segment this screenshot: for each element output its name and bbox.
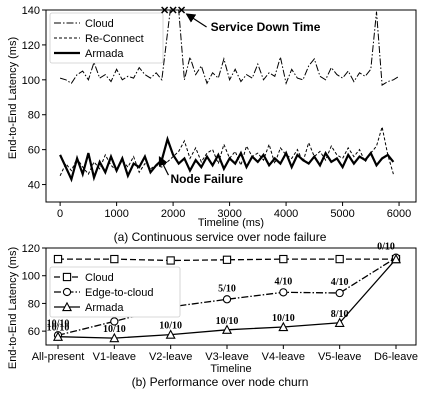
chart-a: End-to-End Latency (ms) 0 1000 2000 3000 400…: [7, 5, 417, 244]
chart-b: End-to-End Latency (ms) All-present V1-le…: [7, 242, 418, 389]
chart-a-failure-marker-stroke: [178, 6, 186, 14]
chart-b-point-edge-to-cloud: [110, 317, 119, 326]
chart-a-ytick-label: 100: [22, 75, 40, 87]
chart-b-caption: (b) Performance over node churn: [132, 375, 309, 389]
chart-b-xtick-label: V1-leave: [93, 351, 136, 363]
chart-b-xlabel: Timeline: [210, 363, 251, 375]
chart-b-legend-box: [49, 266, 181, 318]
chart-a-failure-marker-stroke: [161, 6, 169, 14]
chart-b-data-label-edge-to-cloud: 5/10: [218, 283, 236, 294]
chart-a-legend-label: Armada: [85, 48, 124, 60]
chart-a-ytick-label: 120: [22, 40, 40, 52]
chart-a-failure-marker: [178, 6, 186, 14]
chart-b-point-cloud: [335, 254, 344, 264]
chart-b-point-armada: [52, 331, 64, 341]
chart-a-xtick-label: 3000: [217, 208, 241, 220]
chart-b-ylabel: End-to-End Latency (ms): [7, 247, 19, 369]
chart-a-xtick-label: 0: [57, 208, 63, 220]
chart-a-ytick-label: 60: [28, 145, 40, 157]
chart-b-xtick-label: V5-leave: [318, 351, 361, 363]
chart-b-series-layer: 10/108/106/105/104/104/100/1010/1010/101…: [47, 242, 402, 343]
chart-b-point-cloud: [110, 254, 119, 264]
chart-a-legend: Cloud Re-Connect Armada: [49, 12, 164, 64]
chart-a-annotation-service-down: Service Down Time: [211, 20, 321, 34]
chart-b-xtick-label: V3-leave: [205, 351, 248, 363]
chart-b-point-armada: [165, 329, 176, 339]
chart-a-legend-box: [49, 12, 164, 64]
chart-a-legend-label: Re-Connect: [85, 33, 144, 45]
chart-a-failure-marker-stroke: [169, 6, 177, 14]
chart-b-xtick-label: D6-leave: [374, 351, 418, 363]
chart-b-data-label-armada: 10/10: [272, 313, 295, 324]
chart-b-point-edge-to-cloud: [335, 288, 344, 298]
chart-b-point-armada: [278, 321, 289, 332]
chart-b-legend-marker: [62, 272, 72, 282]
chart-a-xtick-label: 2000: [161, 208, 185, 220]
chart-b-ytick-label: 60: [28, 326, 40, 338]
chart-b-ytick-label: 120: [22, 243, 40, 255]
chart-b-data-label-edge-to-cloud: 10/10: [47, 318, 70, 329]
chart-b-point-cloud: [166, 256, 175, 265]
chart-a-caption: (a) Continuous service over node failure: [114, 230, 327, 244]
chart-a-ytick-label: 80: [28, 110, 40, 122]
chart-b-point-armada: [109, 332, 120, 343]
chart-b-point-cloud: [279, 254, 288, 264]
chart-a-annotation-node-failure: Node Failure: [170, 172, 243, 186]
chart-b-point-armada: [334, 317, 345, 327]
chart-a-ylabel: End-to-End Latency (ms): [7, 37, 19, 159]
chart-b-data-label-armada: 10/10: [159, 321, 182, 332]
chart-b-frame: [45, 247, 417, 346]
chart-a-series-line-armada: [59, 135, 395, 183]
chart-a-frame: [45, 9, 417, 203]
chart-a-xtick-label: 5000: [330, 208, 354, 220]
chart-a-axes: 0 1000 2000 3000 4000 5000 6000 40 60 80 100 120 140: [22, 5, 412, 220]
chart-b-ytick-label: 100: [22, 271, 40, 283]
chart-b-data-label-edge-to-cloud: 4/10: [331, 277, 349, 288]
chart-b-data-label-edge-to-cloud: 4/10: [274, 276, 292, 287]
chart-a-xtick-label: 1000: [104, 208, 128, 220]
chart-b-point-armada: [390, 253, 402, 264]
chart-a-series-layer: [59, 9, 400, 183]
chart-b-legend: Cloud Edge-to-cloud Armada: [49, 266, 181, 318]
chart-b-legend-label: Cloud: [85, 272, 114, 284]
chart-a-ytick-label: 40: [28, 180, 40, 192]
chart-b-point-cloud: [53, 254, 63, 264]
chart-a-failure-marker: [161, 6, 169, 14]
chart-a-annotation-arrow: [158, 156, 169, 176]
chart-b-data-label-armada: 10/10: [216, 316, 239, 327]
chart-b-point-edge-to-cloud: [279, 288, 288, 297]
chart-a-ytick-label: 140: [22, 5, 40, 17]
chart-b-data-label-armada: 10/10: [47, 323, 70, 334]
chart-b-data-label-edge-to-cloud: 0/10: [377, 242, 395, 253]
chart-b-point-armada: [221, 324, 233, 334]
chart-a-xtick-label: 4000: [274, 208, 298, 220]
chart-b-legend-label: Armada: [85, 302, 124, 314]
chart-b-ytick-label: 80: [28, 298, 40, 310]
chart-b-legend-label: Edge-to-cloud: [85, 287, 154, 299]
chart-b-data-label-armada: 8/10: [331, 309, 349, 320]
chart-b-data-label-armada: 10/10: [103, 324, 126, 335]
chart-b-point-edge-to-cloud: [222, 295, 232, 304]
chart-a-annotations: Service Down Time Node Failure: [158, 6, 321, 186]
chart-b-xtick-label: All-present: [32, 351, 85, 363]
chart-a-series-line-cloud: [59, 9, 400, 86]
chart-b-xtick-label: V4-leave: [262, 351, 305, 363]
chart-a-failure-marker: [169, 6, 177, 14]
chart-b-xtick-label: V2-leave: [149, 351, 192, 363]
chart-b-legend-marker: [62, 287, 72, 297]
chart-b-axes: All-present V1-leave V2-leave V3-leave V4-le…: [22, 243, 418, 363]
chart-a-legend-label: Cloud: [85, 18, 114, 30]
chart-a-series-line-re-connect: [59, 126, 394, 177]
chart-a-annotation-arrow: [185, 13, 207, 28]
chart-b-point-cloud: [222, 255, 232, 264]
chart-a-xtick-label: 6000: [387, 208, 411, 220]
chart-b-legend-marker: [61, 301, 73, 312]
chart-a-xlabel: Timeline (ms): [198, 217, 264, 229]
